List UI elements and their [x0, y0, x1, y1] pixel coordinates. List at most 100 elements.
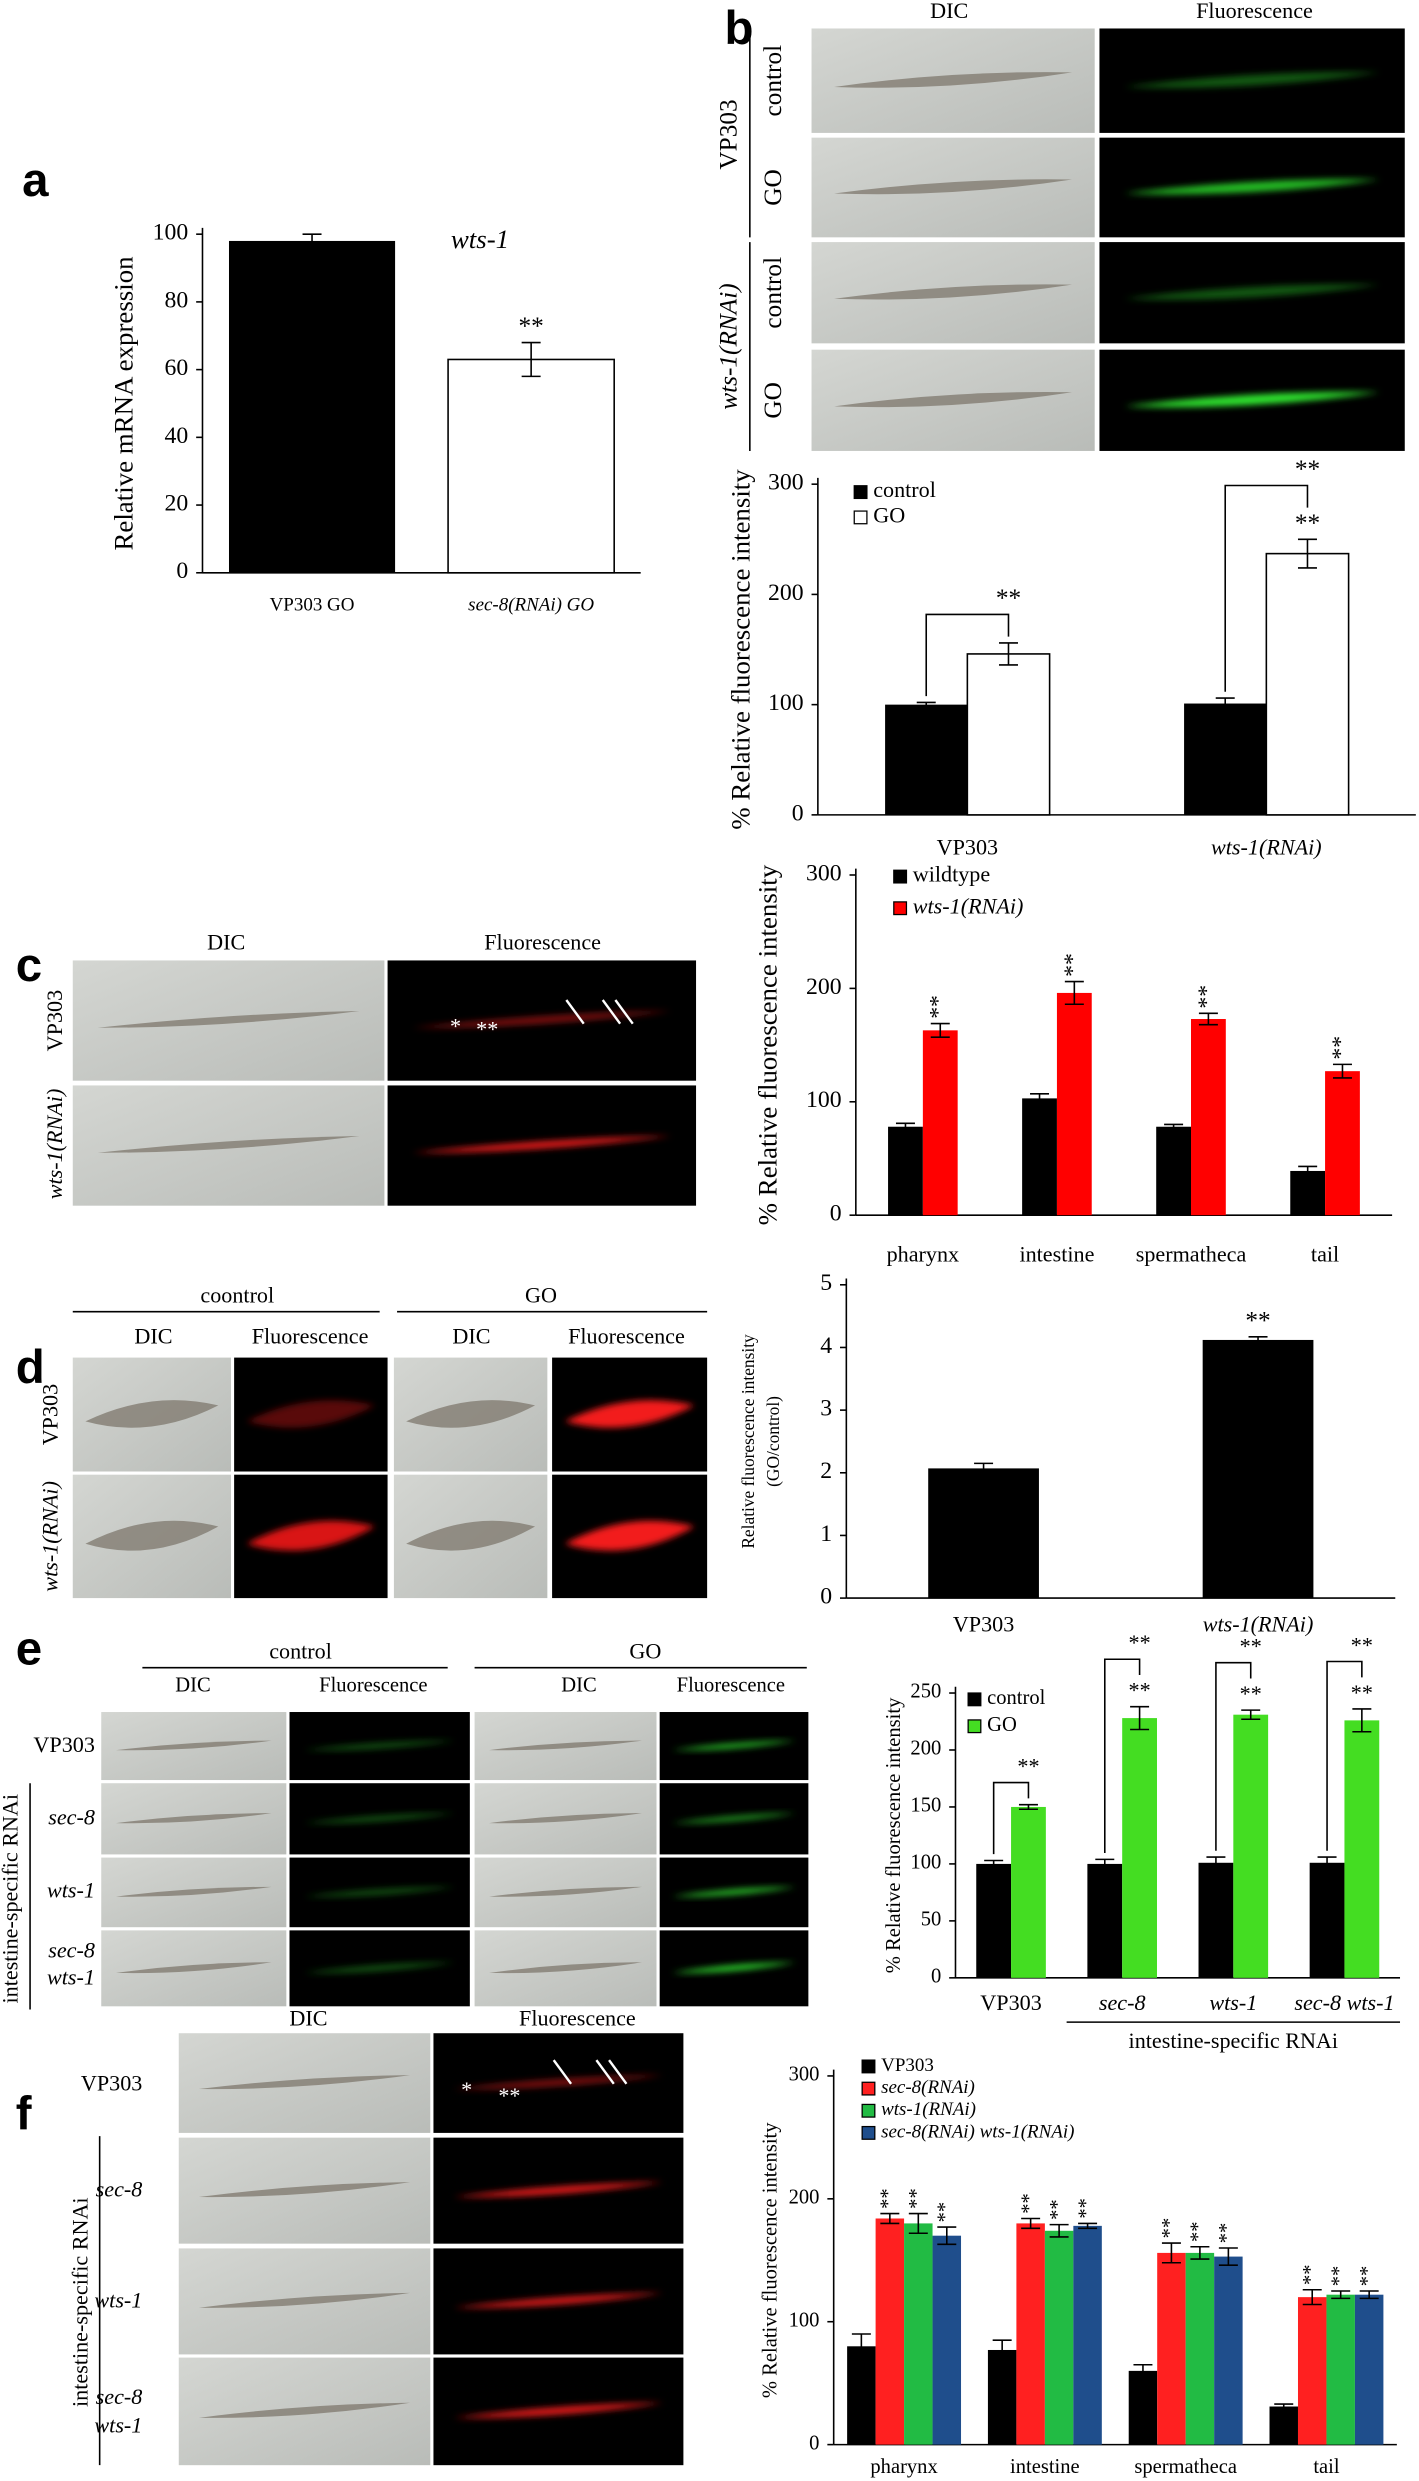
significance: ** [1188, 2221, 1210, 2242]
error-bar [937, 2226, 957, 2246]
error-bar [1248, 1336, 1268, 1344]
bar [1290, 1170, 1326, 1216]
label: DIC [561, 1674, 596, 1696]
label: Fluorescence [319, 1674, 427, 1696]
panel-label: f [16, 2088, 32, 2141]
x-tick-label: sec-8 wts-1 [1294, 1990, 1394, 2015]
bar [1056, 992, 1092, 1216]
worm [303, 1962, 456, 1974]
significance: ** [1047, 2199, 1069, 2220]
worm [198, 2402, 411, 2418]
bar [932, 2235, 962, 2445]
y-tick-label: 5 [820, 1270, 832, 1296]
bar [1269, 2406, 1298, 2445]
worm [303, 1740, 456, 1751]
worm [489, 1962, 642, 1974]
annotation: * [461, 2077, 472, 2102]
error-bar [916, 701, 936, 708]
worm [453, 2402, 664, 2418]
error-bar [1215, 697, 1235, 710]
legend-label: wildtype [913, 862, 991, 887]
bar [1191, 1019, 1226, 1216]
y-tick-label: 300 [789, 2064, 820, 2086]
significance: ** [878, 2188, 900, 2209]
worm [412, 1010, 672, 1028]
bracket-label: ** [1017, 1753, 1039, 1778]
label: Fluorescence [568, 1324, 685, 1349]
arrow [565, 999, 585, 1025]
legend-label: sec-8(RNAi) [881, 2077, 975, 2098]
significance: ** [1129, 1678, 1151, 1703]
legend-swatch [967, 1692, 982, 1707]
bar [1185, 2252, 1215, 2445]
row-label: sec-8 [96, 2177, 143, 2202]
bracket [1326, 1660, 1363, 1851]
error-bar [895, 1122, 915, 1131]
worm [116, 1886, 272, 1897]
x-tick-label: intestine [1019, 1241, 1094, 1266]
worm [834, 284, 1073, 300]
legend-swatch [861, 2081, 876, 2096]
error-bar [1164, 1123, 1184, 1130]
row-label: VP303 [715, 99, 743, 169]
y-tick-label: 80 [165, 287, 189, 313]
row-label: wts-1(RNAi) [715, 283, 743, 409]
x-tick-label: wts-1(RNAi) [1203, 1612, 1314, 1637]
error-bar [1206, 1856, 1226, 1870]
panel-label: d [16, 1341, 45, 1394]
y-tick-label: 250 [910, 1681, 941, 1703]
bar [976, 1863, 1012, 1978]
significance: ** [1018, 2193, 1040, 2214]
x-tick-label: spermatheca [1136, 1241, 1247, 1266]
y-tick-label: 0 [809, 2432, 819, 2454]
worm [97, 1135, 360, 1153]
y-tick-label: 0 [176, 558, 188, 584]
error-bar [1049, 2223, 1069, 2238]
error-bar [1161, 2242, 1181, 2264]
label: DIC [930, 0, 968, 23]
y-tick-label: 40 [165, 423, 189, 449]
x-tick-label: tail [1311, 1241, 1339, 1266]
significance: ** [1351, 1680, 1373, 1705]
bar [1202, 1339, 1314, 1599]
worm [671, 1962, 797, 1974]
worm [564, 1400, 695, 1428]
x-tick-label: pharynx [870, 2456, 938, 2478]
bar [1297, 2297, 1327, 2445]
legend-label: VP303 [881, 2055, 934, 2076]
y-axis-title: % Relative fluorescence intensity [753, 864, 783, 1225]
bar [1157, 2252, 1186, 2445]
panel-label: e [16, 1622, 42, 1675]
bar [1087, 1863, 1123, 1978]
bar [1325, 1071, 1360, 1216]
arrow [614, 999, 634, 1025]
arrow [601, 999, 622, 1025]
y-tick-label: 100 [153, 220, 189, 246]
bar [1073, 2225, 1102, 2445]
x-tick-label: sec-8 [1099, 1990, 1146, 2015]
y-tick-label: 100 [910, 1852, 941, 1874]
arrow [595, 2059, 615, 2085]
worm [116, 1813, 272, 1824]
row-label: intestine-specific RNAi [67, 2197, 92, 2407]
bracket-label: ** [1240, 1633, 1262, 1658]
bar [1011, 1806, 1046, 1978]
y-tick-label: 300 [806, 860, 842, 886]
error-bar [1198, 1012, 1218, 1026]
significance: ** [1295, 509, 1320, 537]
row-label: VP303 [81, 2071, 142, 2096]
x-tick-label: wts-1 [1209, 1990, 1257, 2015]
annotation: * [450, 1014, 461, 1039]
x-tick-label: VP303 [937, 835, 998, 860]
bar [987, 2349, 1017, 2445]
y-tick-label: 60 [165, 355, 189, 381]
bar [1128, 2370, 1158, 2445]
y-axis-title: (GO/control) [763, 1396, 783, 1487]
y-tick-label: 3 [820, 1396, 832, 1422]
worm [671, 1886, 797, 1897]
label: Fluorescence [484, 930, 601, 955]
legend-label: sec-8(RNAi) wts-1(RNAi) [881, 2121, 1074, 2142]
error-bar [1274, 2403, 1294, 2410]
x-tick-label: wts-1(RNAi) [1211, 835, 1322, 860]
